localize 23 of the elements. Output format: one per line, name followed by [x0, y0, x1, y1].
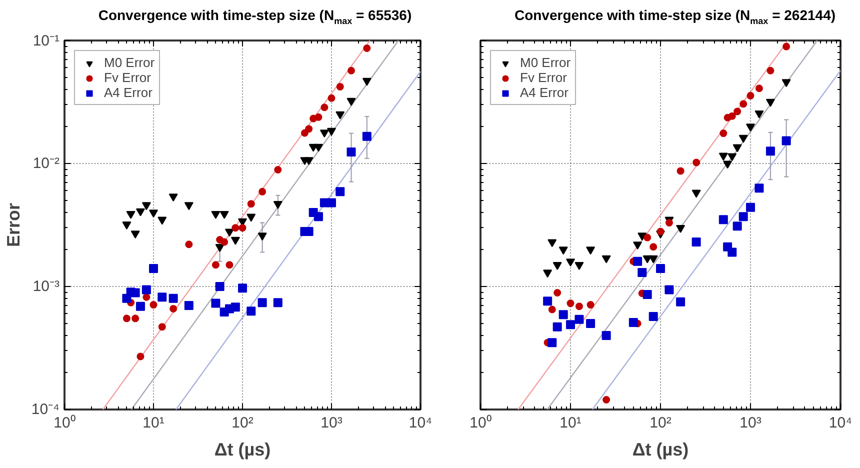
y-tick-label: 10⁻³	[32, 278, 60, 295]
legend-label: Fv Error	[520, 70, 567, 85]
x-tick-label: 10⁴	[828, 414, 852, 432]
x-tick-label: 10⁰	[470, 414, 492, 432]
x-axis-title: Δt (µs)	[214, 440, 271, 460]
x-tick-label: 10¹	[142, 414, 164, 432]
x-tick-label: 10²	[232, 414, 254, 432]
legend-label: M0 Error	[520, 55, 571, 70]
legend-label: M0 Error	[104, 55, 155, 70]
chart-title: Convergence with time-step size (N$_{max}$ = 65536)	[98, 6, 412, 28]
x-tick-label: 10¹	[560, 414, 582, 432]
legend-label: A4 Error	[520, 85, 568, 100]
x-tick-label: 10³	[740, 414, 762, 432]
x-axis-title: Δt (µs)	[632, 440, 689, 460]
x-tick-label: 10²	[650, 414, 672, 432]
x-tick-label: 10⁴	[408, 414, 432, 432]
y-tick-label: 10⁻²	[32, 155, 60, 172]
legend-label: Fv Error	[104, 70, 151, 85]
y-axis-title: Error	[3, 202, 24, 248]
y-tick-label: 10⁻¹	[32, 32, 60, 50]
chart-title: Convergence with time-step size (N$_{max}$ = 262144)	[514, 6, 836, 28]
x-tick-label: 10³	[320, 414, 342, 432]
legend-label: A4 Error	[104, 85, 152, 100]
